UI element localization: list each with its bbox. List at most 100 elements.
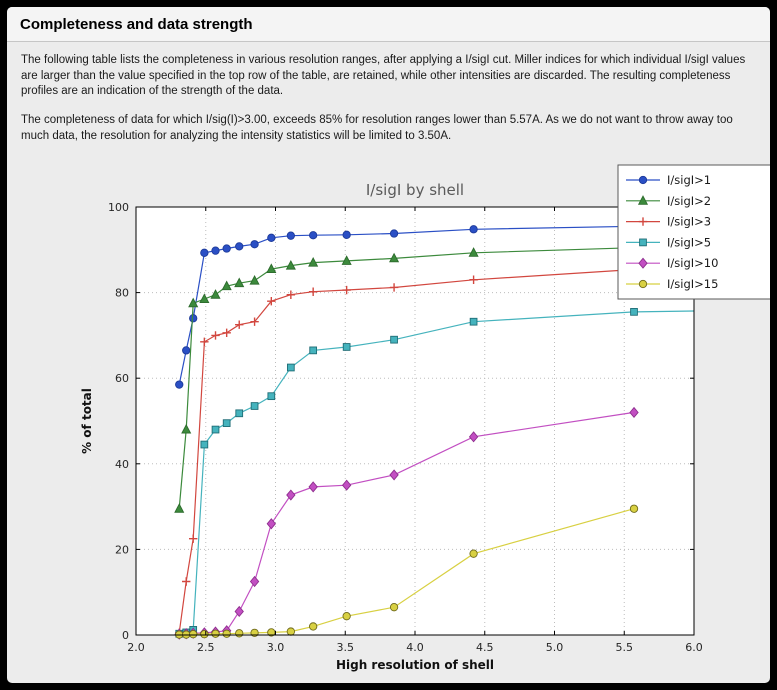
y-tick-label: 20	[115, 544, 129, 557]
marker-square	[309, 346, 318, 355]
legend-label-i-sigi-5: I/sigI>5	[667, 236, 711, 250]
marker-circle	[200, 248, 209, 258]
completeness-figure: 2.0 2.5 3.0 3.5 4.0 4.5 5.0 5.5 6.0 0 20 40 60 80 100 I…	[21, 157, 770, 681]
marker-circle	[389, 603, 399, 612]
marker-diamond	[266, 518, 277, 530]
x-tick-label: 3.5	[337, 641, 355, 654]
description-paragraph: The following table lists the completene…	[21, 54, 746, 98]
marker-diamond	[286, 489, 296, 501]
marker-triangle	[221, 280, 232, 291]
legend	[617, 164, 770, 300]
marker-circle	[175, 380, 184, 389]
series-line-i-sigi-3	[178, 268, 695, 634]
marker-diamond	[389, 469, 399, 481]
marker-circle	[342, 612, 351, 621]
marker-square	[250, 402, 259, 410]
marker-square	[222, 419, 231, 428]
marker-circle	[389, 229, 399, 238]
marker-circle	[222, 244, 231, 253]
marker-circle	[342, 230, 351, 240]
marker-plus	[211, 331, 220, 340]
legend-label-i-sigi-15: I/sigI>15	[667, 277, 718, 291]
marker-triangle	[188, 297, 199, 308]
marker-circle	[469, 549, 478, 558]
marker-square	[235, 409, 244, 418]
marker-square	[267, 392, 276, 401]
marker-circle	[286, 231, 295, 240]
legend-label-i-sigi-2: I/sigI>2	[667, 194, 711, 208]
summary-paragraph: The completeness of data for which I/sig…	[21, 113, 733, 142]
marker-circle	[211, 629, 220, 638]
marker-plus	[286, 290, 296, 300]
marker-triangle	[285, 260, 296, 270]
legend-label-i-sigi-3: I/sigI>3	[667, 215, 711, 229]
marker-diamond	[234, 605, 244, 618]
marker-square	[390, 335, 398, 344]
marker-triangle	[389, 252, 400, 263]
x-axis-label: High resolution of shell	[336, 658, 494, 672]
x-tick-label: 2.0	[127, 641, 145, 654]
x-tick-label: 4.0	[406, 641, 424, 654]
content-area: The following table lists the completene…	[7, 42, 770, 681]
marker-diamond	[638, 257, 648, 269]
marker-circle	[182, 346, 191, 355]
marker-triangle	[210, 289, 221, 299]
series-line-i-sigi-2	[178, 246, 695, 509]
y-tick-label: 0	[122, 629, 129, 642]
marker-circle	[200, 630, 209, 639]
marker-diamond	[468, 431, 479, 443]
y-tick-label: 80	[115, 287, 129, 300]
marker-square	[200, 440, 209, 449]
marker-triangle	[249, 275, 260, 285]
results-window: Completeness and data strength The follo…	[7, 7, 770, 683]
x-tick-label: 3.0	[267, 641, 285, 654]
marker-plus	[182, 577, 191, 586]
marker-circle	[189, 630, 198, 639]
marker-plus	[342, 285, 351, 295]
x-tick-label: 5.5	[616, 641, 634, 654]
marker-triangle	[266, 263, 277, 274]
marker-square	[211, 425, 220, 434]
x-tick-label: 2.5	[197, 641, 215, 654]
marker-triangle	[637, 195, 649, 205]
x-tick-label: 4.5	[476, 641, 494, 654]
marker-circle	[235, 242, 244, 251]
marker-triangle	[181, 424, 192, 434]
marker-circle	[222, 629, 231, 638]
marker-circle	[638, 175, 648, 185]
series-markers-i-sigi-1	[175, 222, 639, 389]
marker-circle	[469, 225, 478, 234]
marker-plus	[188, 534, 198, 544]
marker-diamond	[629, 406, 639, 419]
legend-label-i-sigi-10: I/sigI>10	[667, 256, 718, 270]
marker-diamond	[249, 576, 260, 588]
marker-plus	[222, 328, 231, 338]
marker-triangle	[468, 247, 479, 257]
marker-circle	[250, 240, 259, 249]
marker-plus	[267, 297, 276, 306]
marker-triangle	[174, 503, 185, 513]
page-title: Completeness and data strength	[20, 16, 253, 33]
marker-plus	[308, 287, 318, 297]
marker-circle	[189, 314, 198, 323]
marker-square	[342, 343, 351, 351]
marker-plus	[200, 337, 209, 347]
series-line-i-sigi-1	[178, 224, 695, 385]
marker-triangle	[308, 257, 319, 267]
marker-circle	[211, 246, 220, 255]
marker-plus	[469, 275, 478, 285]
marker-circle	[267, 233, 276, 243]
marker-square	[639, 238, 647, 247]
chart-svg: 2.0 2.5 3.0 3.5 4.0 4.5 5.0 5.5 6.0 0 20 40 60 80 100 I…	[80, 164, 770, 672]
marker-circle	[309, 231, 318, 240]
marker-plus	[389, 283, 399, 292]
marker-square	[286, 363, 295, 372]
marker-circle	[629, 504, 639, 514]
legend-box	[617, 164, 770, 300]
x-tick-label: 6.0	[685, 641, 703, 654]
marker-circle	[638, 279, 648, 289]
marker-square	[630, 308, 638, 316]
marker-plus	[638, 217, 648, 226]
marker-triangle	[234, 277, 245, 288]
y-tick-label: 40	[115, 458, 129, 471]
